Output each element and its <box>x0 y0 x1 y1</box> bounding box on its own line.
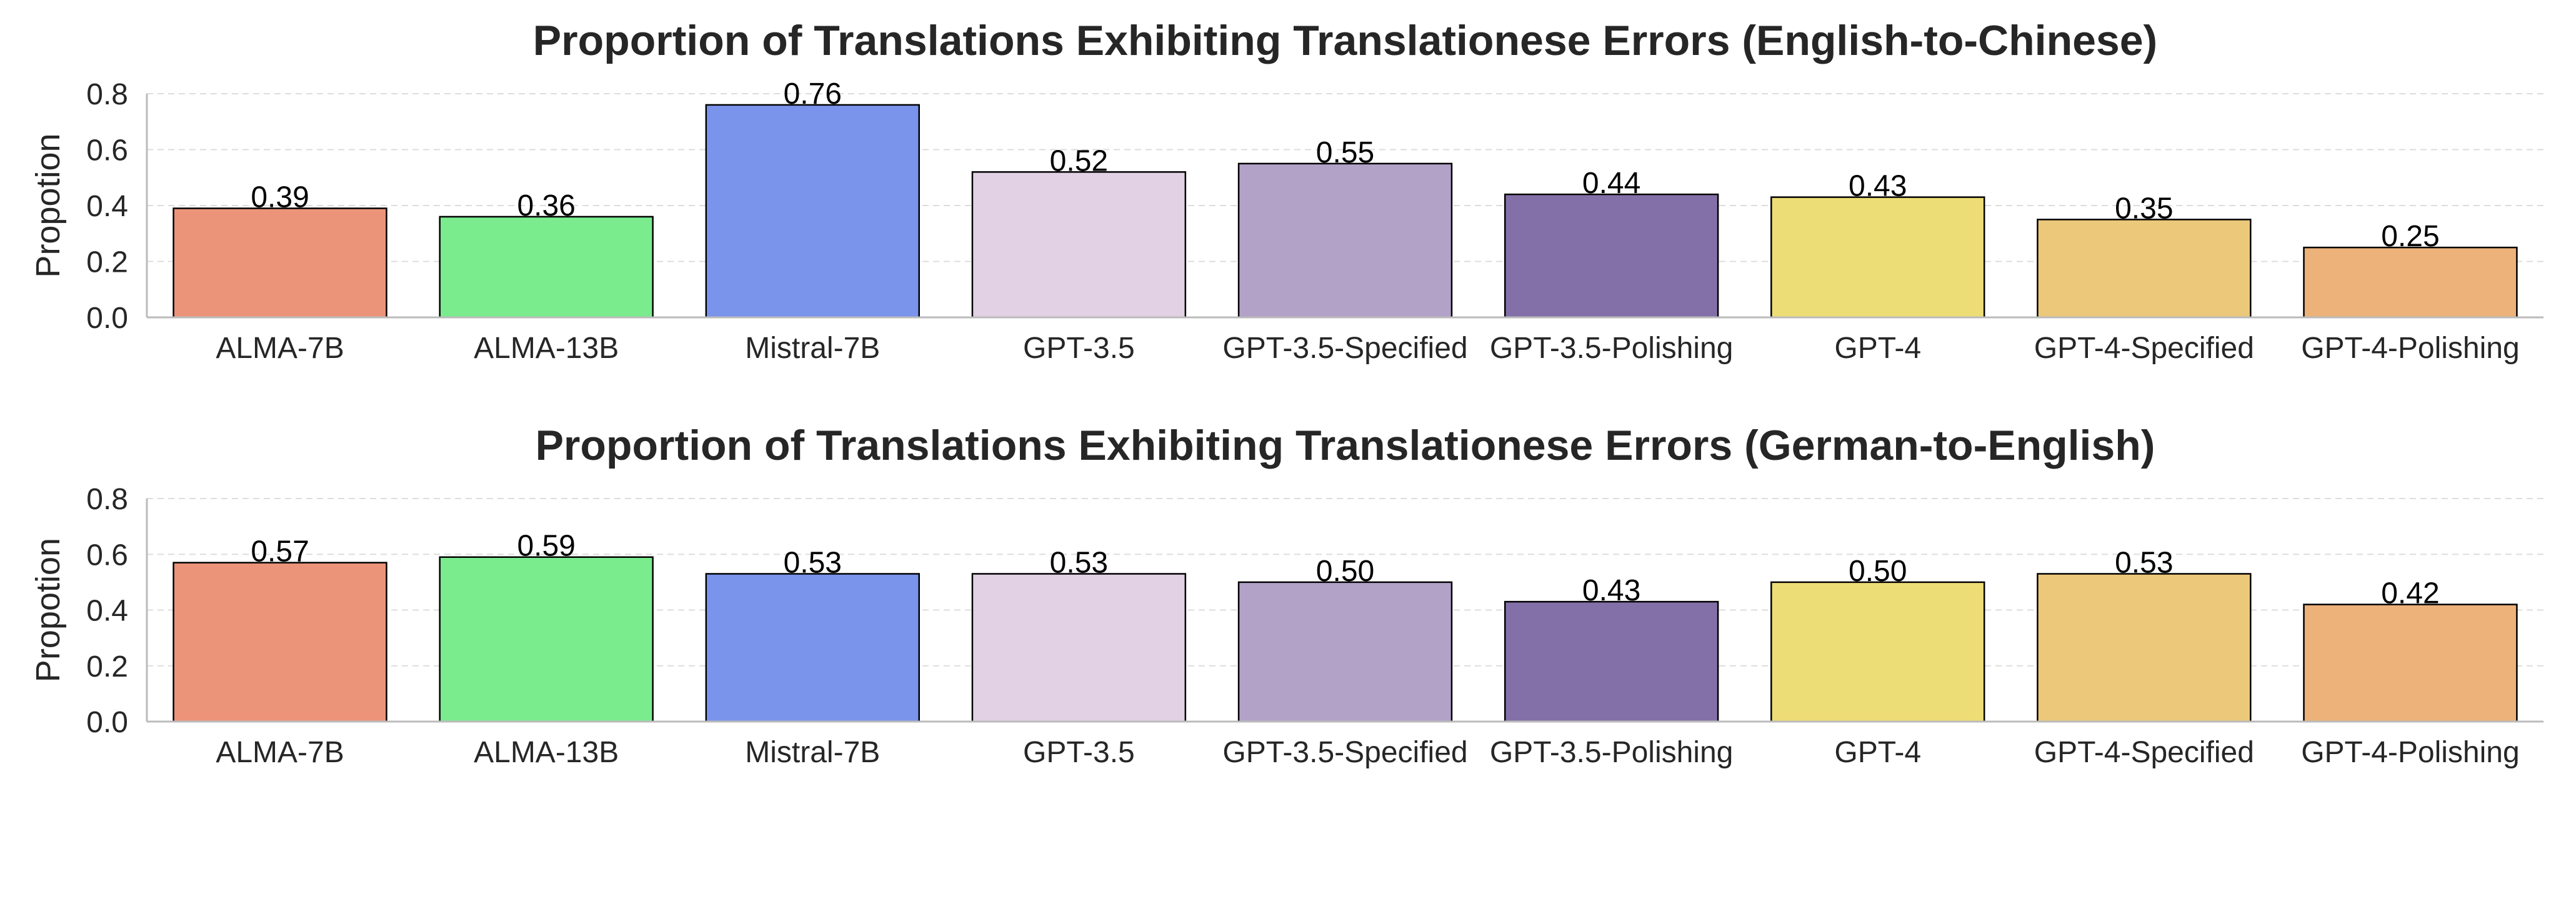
data-label: 0.44 <box>1582 167 1640 200</box>
bar <box>172 562 387 723</box>
data-label: 0.50 <box>1849 555 1907 588</box>
data-label: 0.53 <box>2115 546 2173 579</box>
x-tick-label: Mistral-7B <box>745 332 880 365</box>
data-label: 0.43 <box>1582 574 1640 607</box>
data-label: 0.53 <box>1050 546 1108 579</box>
data-label: 0.35 <box>2115 192 2173 225</box>
x-tick-label: GPT-3.5-Specified <box>1222 736 1467 769</box>
y-tick-label: 0.0 <box>86 302 128 335</box>
x-tick-label: ALMA-7B <box>216 736 344 769</box>
x-tick-label: GPT-4-Polishing <box>2301 332 2519 365</box>
y-tick-label: 0.6 <box>86 134 128 167</box>
bars <box>172 104 2518 319</box>
x-tick-label: ALMA-7B <box>216 332 344 365</box>
bar <box>2303 246 2518 319</box>
data-label: 0.57 <box>251 535 309 569</box>
chart-title: Proportion of Translations Exhibiting Tr… <box>536 422 2155 469</box>
bar <box>1237 162 1453 319</box>
y-tick-label: 0.8 <box>86 483 128 516</box>
y-tick-label: 0.2 <box>86 650 128 683</box>
bar <box>705 573 920 723</box>
y-tick-label: 0.4 <box>86 190 128 223</box>
bar <box>439 216 654 319</box>
data-label: 0.39 <box>251 181 309 214</box>
x-tick-label: GPT-4-Polishing <box>2301 736 2519 769</box>
y-ticks: 0.0 0.2 0.4 0.6 0.8 <box>86 78 128 335</box>
y-tick-label: 0.8 <box>86 78 128 111</box>
data-labels: 0.57 0.59 0.53 0.53 0.50 0.43 0.50 0.53 0.42 <box>251 530 2439 610</box>
bar <box>1770 581 1985 723</box>
bar <box>2037 219 2252 319</box>
data-label: 0.53 <box>784 546 842 579</box>
data-label: 0.76 <box>784 77 842 111</box>
axes <box>146 94 2544 319</box>
x-tick-label: GPT-3.5-Specified <box>1222 332 1467 365</box>
bar <box>1504 600 1719 723</box>
bar <box>705 104 920 319</box>
x-tick-label: GPT-4 <box>1834 736 1921 769</box>
x-tick-label: GPT-3.5 <box>1023 736 1135 769</box>
bar <box>2037 573 2252 723</box>
y-tick-label: 0.0 <box>86 706 128 739</box>
bar <box>2303 604 2518 723</box>
x-tick-label: GPT-3.5 <box>1023 332 1135 365</box>
data-labels: 0.39 0.36 0.76 0.52 0.55 0.44 0.43 0.35 0.25 <box>251 77 2439 253</box>
data-label: 0.42 <box>2381 577 2439 610</box>
x-tick-label: GPT-3.5-Polishing <box>1490 736 1734 769</box>
x-tick-label: GPT-4 <box>1834 332 1921 365</box>
bar <box>971 573 1187 723</box>
x-tick-label: ALMA-13B <box>474 736 619 769</box>
y-axis-label: Propotion <box>29 133 67 277</box>
chart-title: Proportion of Translations Exhibiting Tr… <box>533 17 2157 64</box>
bar <box>1237 581 1453 723</box>
x-tick-label: ALMA-13B <box>474 332 619 365</box>
bar <box>172 207 387 319</box>
data-label: 0.55 <box>1316 136 1374 169</box>
bars <box>172 556 2518 723</box>
data-label: 0.25 <box>2381 220 2439 253</box>
x-tick-label: Mistral-7B <box>745 736 880 769</box>
x-ticks: ALMA-7B ALMA-13B Mistral-7B GPT-3.5 GPT-3.5-… <box>216 332 2519 365</box>
data-label: 0.43 <box>1849 170 1907 203</box>
y-tick-label: 0.4 <box>86 595 128 628</box>
bar <box>1504 193 1719 319</box>
bar <box>971 171 1187 319</box>
y-tick-label: 0.2 <box>86 246 128 279</box>
bar <box>1770 196 1985 319</box>
chart-english-to-chinese: Proportion of Translations Exhibiting Tr… <box>29 17 2544 365</box>
data-label: 0.52 <box>1050 144 1108 177</box>
chart-german-to-english: Proportion of Translations Exhibiting Tr… <box>29 422 2544 769</box>
y-tick-label: 0.6 <box>86 539 128 572</box>
data-label: 0.59 <box>517 530 575 563</box>
data-label: 0.50 <box>1316 555 1374 588</box>
x-tick-label: GPT-4-Specified <box>2034 736 2254 769</box>
data-label: 0.36 <box>517 189 575 222</box>
y-axis-label: Propotion <box>29 538 67 682</box>
y-ticks: 0.0 0.2 0.4 0.6 0.8 <box>86 483 128 739</box>
bar <box>439 556 654 723</box>
x-tick-label: GPT-3.5-Polishing <box>1490 332 1734 365</box>
x-tick-label: GPT-4-Specified <box>2034 332 2254 365</box>
x-ticks: ALMA-7B ALMA-13B Mistral-7B GPT-3.5 GPT-3.5-… <box>216 736 2519 769</box>
axes <box>146 499 2544 723</box>
